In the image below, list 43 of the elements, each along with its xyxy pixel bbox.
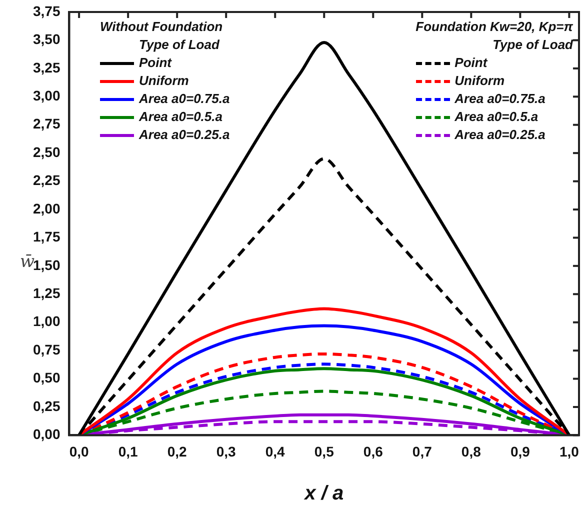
y-tick-label: 0,00 [33, 426, 60, 442]
legend-label: Area a0=0.75.a [454, 90, 546, 108]
y-tick-label: 0,25 [33, 398, 60, 414]
x-tick-label: 0,8 [461, 443, 482, 460]
y-tick-label: 3,25 [33, 59, 60, 76]
y-tick-label: 3,75 [33, 2, 60, 19]
legend-label: Area a0=0.25.a [454, 126, 546, 144]
y-tick-label: 2,00 [33, 200, 60, 216]
y-tick-label: 3,00 [33, 88, 60, 104]
x-tick-label: 1,0 [559, 443, 580, 460]
legend-label: Point [139, 54, 172, 72]
legend-label: Uniform [139, 72, 189, 90]
annotation: Without Foundation [100, 18, 224, 36]
y-tick-label: 1,75 [33, 228, 60, 245]
legend-label: Area a0=0.5.a [139, 108, 222, 126]
y-tick-label: 2,75 [33, 116, 60, 132]
y-axis-title: w̄ [20, 252, 35, 272]
x-tick-label: 0,9 [510, 443, 530, 460]
legend-label: Area a0=0.75.a [139, 90, 230, 108]
x-tick-label: 0,7 [412, 443, 432, 460]
x-tick-label: 0,3 [216, 443, 236, 460]
x-tick-label: 0,5 [314, 443, 334, 460]
y-tick-label: 2,25 [33, 172, 60, 188]
x-tick-label: 0,2 [167, 443, 188, 460]
y-tick-label: 0,50 [33, 370, 60, 386]
legend-label: Point [454, 54, 488, 72]
x-tick-label: 0,1 [118, 443, 138, 460]
y-tick-label: 3,50 [33, 31, 60, 48]
y-tick-label: 2,50 [33, 144, 60, 160]
legend-label: Area a0=0.25.a [139, 126, 230, 144]
text: Type of Load [492, 37, 573, 52]
annotation: Foundation Kw=20, Kp=π [416, 18, 573, 36]
y-tick-label: 1,50 [33, 256, 60, 273]
y-tick-label: 1,25 [33, 284, 60, 301]
x-tick-label: 0,6 [363, 443, 384, 460]
x-tick-label: 0,4 [265, 443, 286, 460]
x-axis-title: x / a [304, 482, 344, 505]
y-tick-label: 0,75 [33, 341, 60, 358]
legend-title: Type of Load [138, 36, 221, 54]
legend-label: Uniform [454, 72, 505, 90]
x-tick-label: 0,0 [69, 443, 89, 460]
y-tick-label: 1,00 [33, 313, 60, 330]
legend-label: Area a0=0.5.a [454, 108, 538, 126]
